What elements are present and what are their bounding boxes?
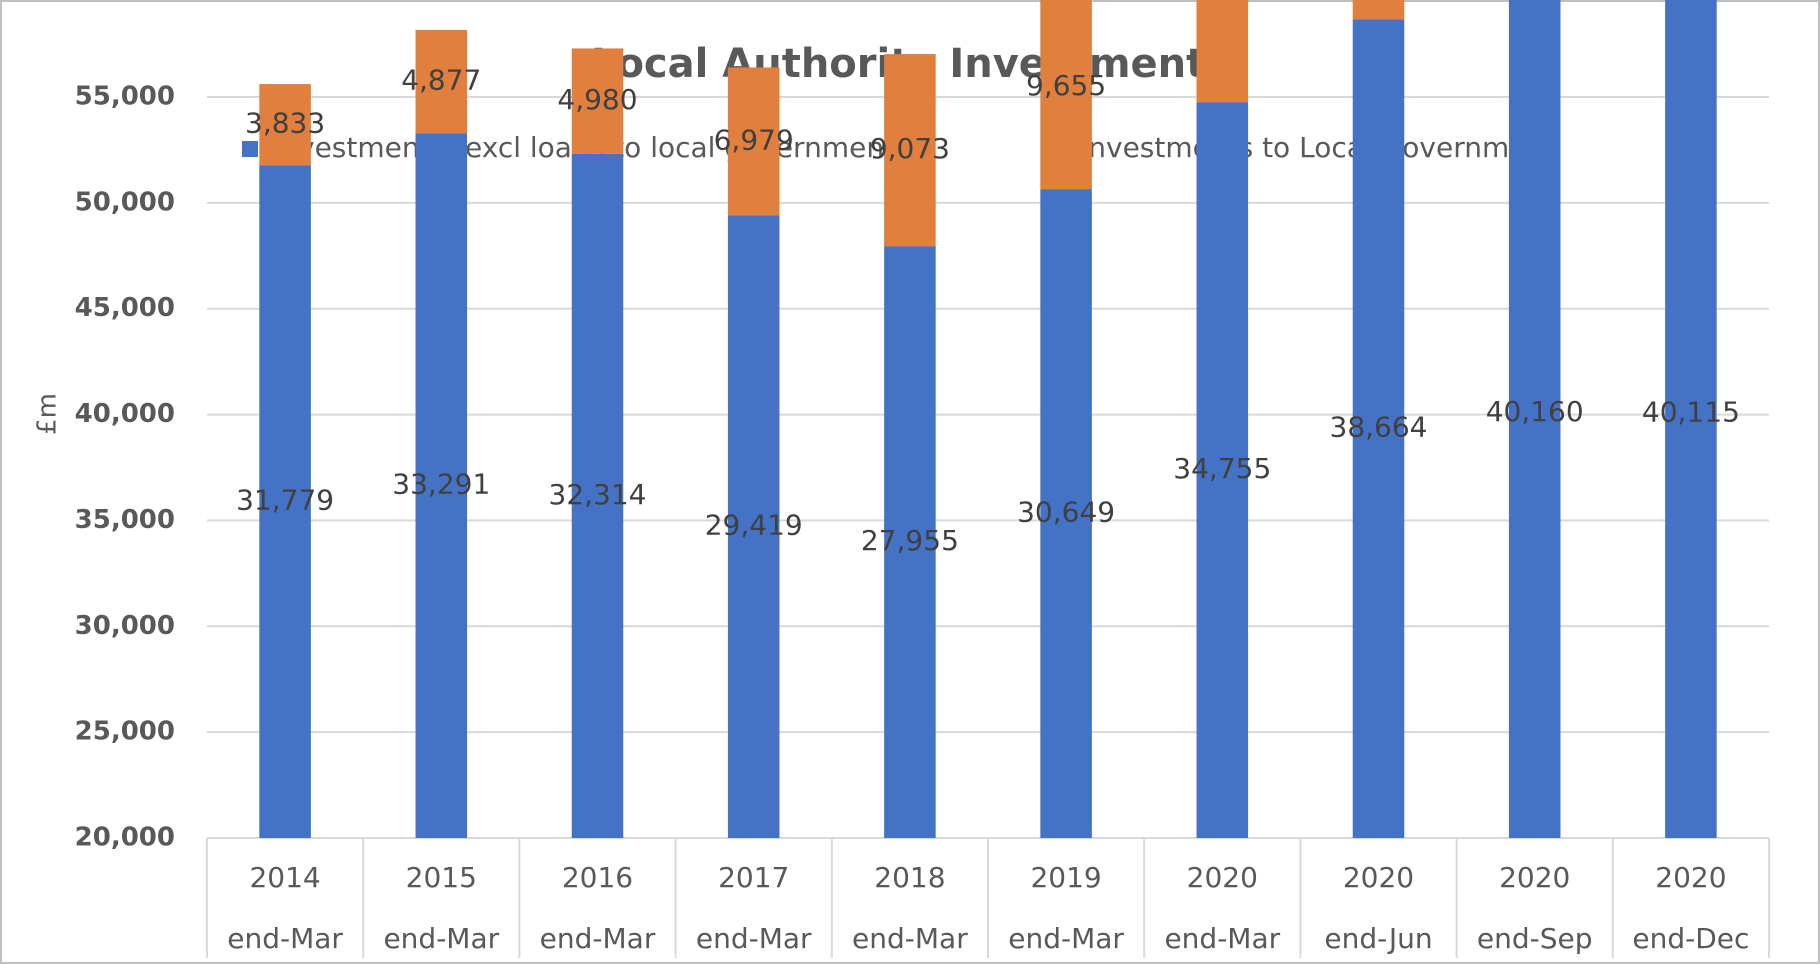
- data-label: 9,073: [870, 132, 950, 165]
- data-label: 29,419: [705, 509, 803, 542]
- bar-segment: [571, 153, 624, 838]
- bar-segment: [259, 84, 311, 166]
- data-label: 34,755: [1173, 452, 1271, 485]
- data-label: 32,314: [549, 478, 647, 511]
- x-tick-label: end-Jun: [1324, 922, 1432, 955]
- bar-segment: [1352, 0, 1405, 20]
- x-tick-label: 2020: [1343, 861, 1414, 894]
- data-label: 30,649: [1017, 496, 1115, 529]
- x-tick-label: 2016: [562, 861, 633, 894]
- y-tick-label: 55,000: [75, 82, 175, 112]
- legend-label: Investments to Local Government: [1080, 131, 1555, 164]
- bar-segment: [1665, 0, 1717, 839]
- data-label: 38,664: [1330, 411, 1428, 444]
- x-tick-label: 2019: [1030, 861, 1101, 894]
- y-tick-label: 45,000: [75, 293, 175, 323]
- x-tick-label: 2020: [1499, 861, 1570, 894]
- x-tick-label: 2015: [406, 861, 477, 894]
- data-label: 31,779: [236, 484, 334, 517]
- x-tick-label: end-Mar: [1008, 922, 1124, 955]
- data-label: 4,980: [557, 83, 637, 116]
- data-label: 4,877: [401, 64, 481, 97]
- x-tick-label: 2020: [1187, 861, 1258, 894]
- bar-segment: [1508, 0, 1561, 838]
- data-label: 40,160: [1486, 395, 1584, 428]
- bar-segment: [1352, 19, 1405, 839]
- bar-segment: [727, 215, 780, 839]
- x-tick-label: end-Dec: [1632, 922, 1749, 955]
- data-label: 27,955: [861, 524, 959, 557]
- y-tick-label: 50,000: [75, 187, 175, 217]
- data-label: 3,833: [245, 107, 325, 140]
- x-tick-label: 2018: [874, 861, 945, 894]
- bar-segment: [1196, 102, 1249, 838]
- x-tick-label: 2014: [249, 861, 320, 894]
- bar-segment: [415, 133, 468, 838]
- bar-segment: [259, 165, 311, 838]
- x-tick-label: end-Mar: [852, 922, 968, 955]
- y-tick-label: 35,000: [75, 505, 175, 535]
- y-tick-label: 20,000: [75, 823, 175, 853]
- bar-segment: [884, 246, 936, 838]
- bar-segment: [1040, 189, 1092, 838]
- bar-segment: [571, 48, 624, 154]
- bar-segment: [727, 67, 780, 216]
- bar-segment: [1196, 0, 1249, 103]
- x-tick-label: end-Mar: [383, 922, 499, 955]
- data-label: 6,979: [714, 123, 794, 156]
- data-label: 40,115: [1642, 395, 1740, 428]
- bar-segment: [415, 29, 468, 134]
- y-tick-label: 40,000: [75, 399, 175, 429]
- y-tick-label: 30,000: [75, 611, 175, 641]
- x-tick-label: end-Mar: [696, 922, 812, 955]
- x-tick-label: end-Mar: [1164, 922, 1280, 955]
- data-label: 9,655: [1026, 69, 1106, 102]
- legend-swatch: [242, 141, 258, 157]
- bar-segment: [1040, 0, 1092, 190]
- bar-segment: [884, 54, 936, 247]
- y-tick-label: 25,000: [75, 717, 175, 747]
- x-tick-label: end-Mar: [227, 922, 343, 955]
- x-tick-label: 2017: [718, 861, 789, 894]
- x-tick-label: 2020: [1655, 861, 1726, 894]
- x-tick-label: end-Mar: [540, 922, 656, 955]
- y-axis-label: £m: [33, 393, 63, 435]
- x-tick-label: end-Sep: [1477, 922, 1593, 955]
- data-label: 33,291: [392, 468, 490, 501]
